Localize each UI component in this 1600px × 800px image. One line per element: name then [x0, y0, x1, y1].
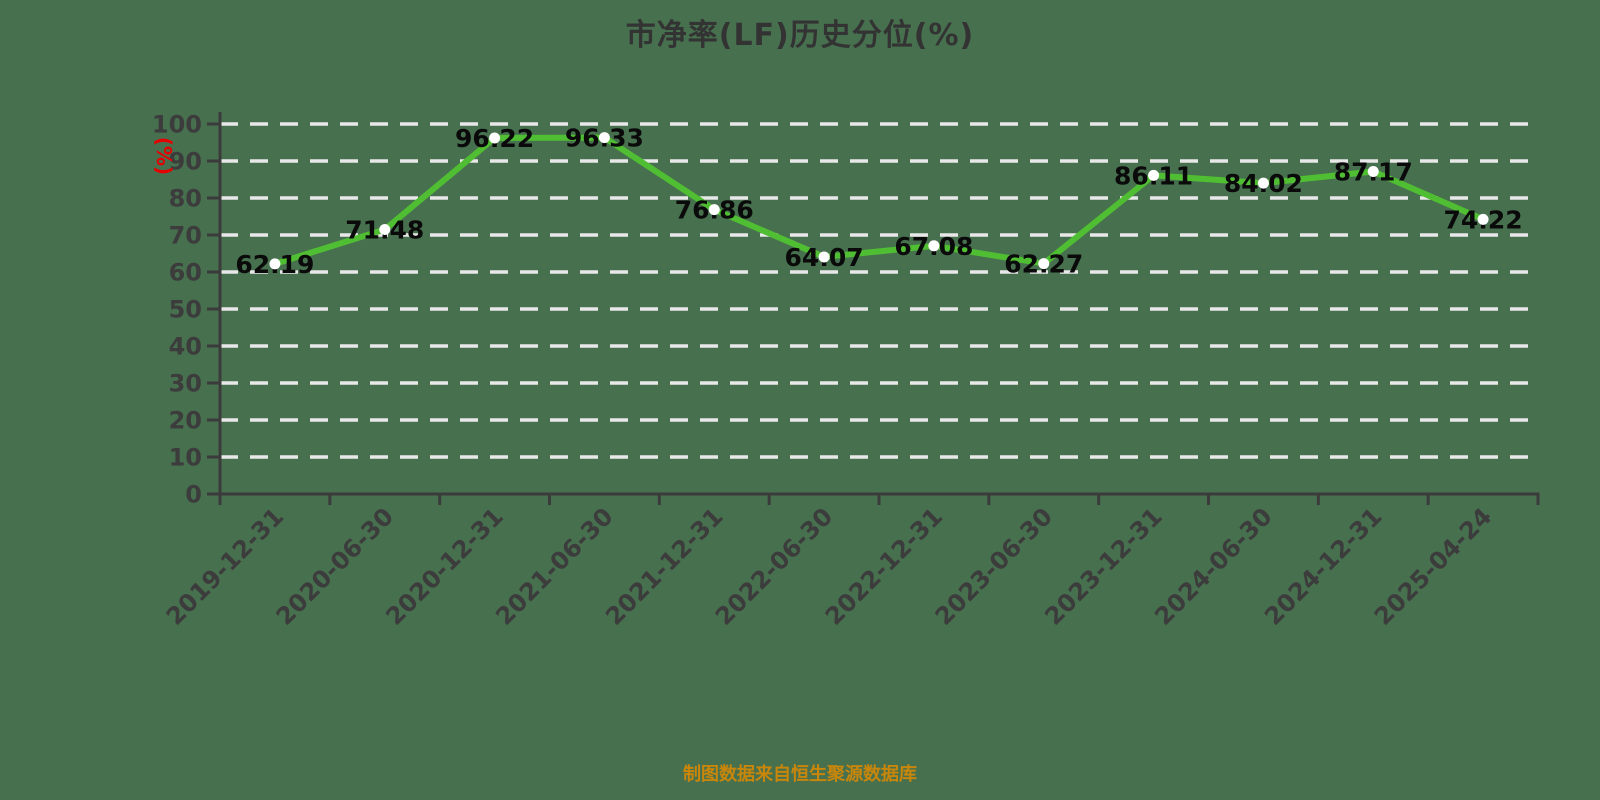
y-tick-label: 100 [152, 111, 202, 139]
y-tick-label: 10 [169, 444, 202, 472]
data-point-marker [708, 204, 720, 216]
data-point-marker [379, 224, 391, 236]
y-axis-unit-label: (%) [152, 137, 176, 175]
y-tick-label: 40 [169, 333, 202, 361]
source-note: 制图数据来自恒生聚源数据库 [683, 764, 917, 785]
data-point-marker [818, 251, 830, 263]
data-point-marker [1477, 213, 1489, 225]
y-tick-label: 50 [169, 296, 202, 324]
y-tick-label: 80 [169, 185, 202, 213]
data-point-marker [928, 240, 940, 252]
data-point-marker [489, 132, 501, 144]
series-line [271, 134, 1487, 267]
y-tick-label: 70 [169, 222, 202, 250]
y-tick-label: 90 [169, 148, 202, 176]
data-point-marker [1038, 258, 1050, 270]
data-point-marker [1367, 165, 1379, 177]
data-point-marker [1257, 177, 1269, 189]
y-tick-label: 60 [169, 259, 202, 287]
data-point-marker [269, 258, 281, 270]
data-point-marker [1148, 169, 1160, 181]
x-tick-label: 2025-04-24 [1369, 502, 1497, 630]
y-tick-label: 30 [169, 370, 202, 398]
y-tick-label: 20 [169, 407, 202, 435]
y-tick-label: 0 [185, 481, 202, 509]
data-point-marker [598, 132, 610, 144]
chart-title: 市净率(LF)历史分位(%) [625, 18, 975, 53]
